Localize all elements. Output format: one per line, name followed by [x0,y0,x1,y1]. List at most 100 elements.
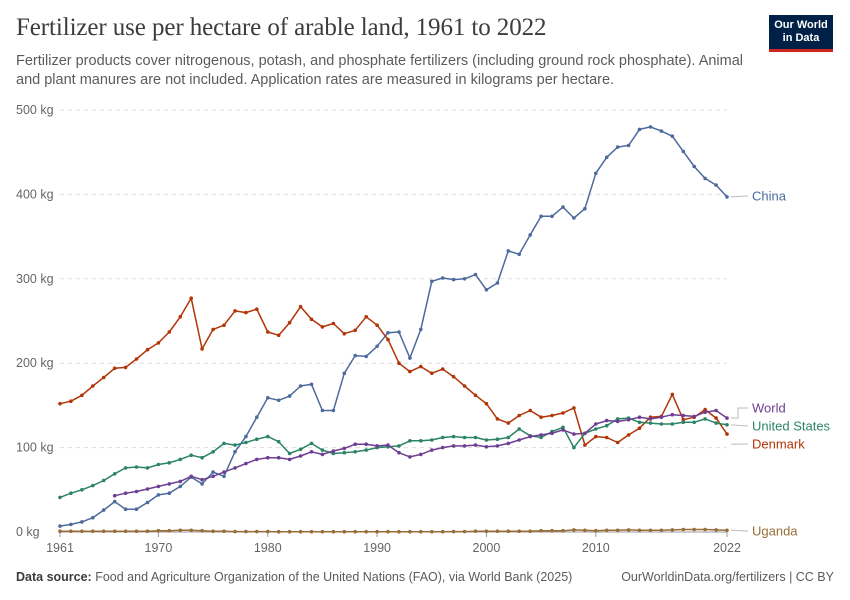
data-point[interactable] [112,472,117,476]
data-point[interactable] [233,450,237,454]
series-line-china[interactable] [59,126,728,527]
data-point[interactable] [637,415,642,420]
data-point[interactable] [309,529,314,534]
data-point[interactable] [309,450,314,454]
data-point[interactable] [615,440,620,445]
data-point[interactable] [659,422,664,426]
data-point[interactable] [659,528,664,533]
data-point[interactable] [528,434,532,439]
data-point[interactable] [276,439,281,444]
data-point[interactable] [189,528,193,533]
data-point[interactable] [145,466,150,470]
data-point[interactable] [462,277,467,281]
data-point[interactable] [266,455,270,460]
data-point[interactable] [714,416,718,420]
data-point[interactable] [276,333,281,338]
data-point[interactable] [681,417,686,422]
data-point[interactable] [408,529,412,534]
data-point[interactable] [572,406,576,410]
data-point[interactable] [266,434,270,439]
data-point[interactable] [539,528,543,533]
data-point[interactable] [725,416,729,420]
data-point[interactable] [375,529,379,534]
data-point[interactable] [539,435,543,440]
data-point[interactable] [364,448,369,452]
data-point[interactable] [101,508,106,512]
data-point[interactable] [233,529,237,534]
data-point[interactable] [364,354,369,359]
data-point[interactable] [397,444,401,448]
data-point[interactable] [167,461,172,465]
data-point[interactable] [386,529,390,534]
data-point[interactable] [211,327,215,332]
data-point[interactable] [145,529,150,533]
data-point[interactable] [266,396,270,400]
data-point[interactable] [309,441,314,446]
data-point[interactable] [386,331,390,335]
data-point[interactable] [167,491,172,496]
data-point[interactable] [440,435,445,440]
data-point[interactable] [145,487,150,491]
data-point[interactable] [484,445,489,449]
data-point[interactable] [419,327,423,332]
data-point[interactable] [156,462,161,467]
data-point[interactable] [725,528,729,533]
data-point[interactable] [80,520,84,524]
data-point[interactable] [626,143,631,148]
data-point[interactable] [309,317,314,322]
data-point[interactable] [266,529,270,534]
data-point[interactable] [408,356,412,360]
data-point[interactable] [517,427,521,431]
data-point[interactable] [244,434,248,439]
data-point[interactable] [134,507,139,512]
data-point[interactable] [134,465,139,469]
data-point[interactable] [112,493,117,498]
data-point[interactable] [495,437,500,442]
data-point[interactable] [572,528,576,532]
data-point[interactable] [397,450,401,455]
data-point[interactable] [91,483,95,488]
data-point[interactable] [331,321,336,326]
data-point[interactable] [233,443,237,447]
data-point[interactable] [462,435,467,440]
data-point[interactable] [703,527,707,532]
data-point[interactable] [419,364,423,369]
data-point[interactable] [353,529,358,534]
series-label-uganda[interactable]: Uganda [752,524,798,539]
data-point[interactable] [364,442,369,447]
data-point[interactable] [703,417,707,421]
data-point[interactable] [462,384,467,388]
data-point[interactable] [561,411,565,415]
data-point[interactable] [637,127,642,132]
data-point[interactable] [254,307,259,312]
data-point[interactable] [451,529,456,534]
data-point[interactable] [397,361,401,366]
data-point[interactable] [91,384,95,388]
data-point[interactable] [331,529,336,534]
data-point[interactable] [408,369,412,374]
data-point[interactable] [123,365,128,370]
data-point[interactable] [101,478,106,483]
data-point[interactable] [58,524,62,528]
data-point[interactable] [58,401,62,406]
data-point[interactable] [320,408,325,413]
data-point[interactable] [692,527,696,532]
data-point[interactable] [615,528,620,533]
data-point[interactable] [298,304,303,309]
footer-link[interactable]: OurWorldinData.org/fertilizers | CC BY [621,570,834,584]
data-point[interactable] [244,440,248,445]
data-point[interactable] [440,276,445,280]
data-point[interactable] [408,439,412,443]
data-point[interactable] [626,417,631,422]
data-point[interactable] [670,134,675,138]
data-point[interactable] [703,410,707,415]
data-point[interactable] [178,528,183,533]
data-point[interactable] [725,423,729,427]
data-point[interactable] [353,328,358,333]
data-point[interactable] [594,434,598,439]
series-line-uganda[interactable] [60,528,728,533]
data-point[interactable] [583,443,587,447]
data-point[interactable] [287,320,292,325]
data-point[interactable] [637,528,642,533]
data-point[interactable] [604,528,609,533]
